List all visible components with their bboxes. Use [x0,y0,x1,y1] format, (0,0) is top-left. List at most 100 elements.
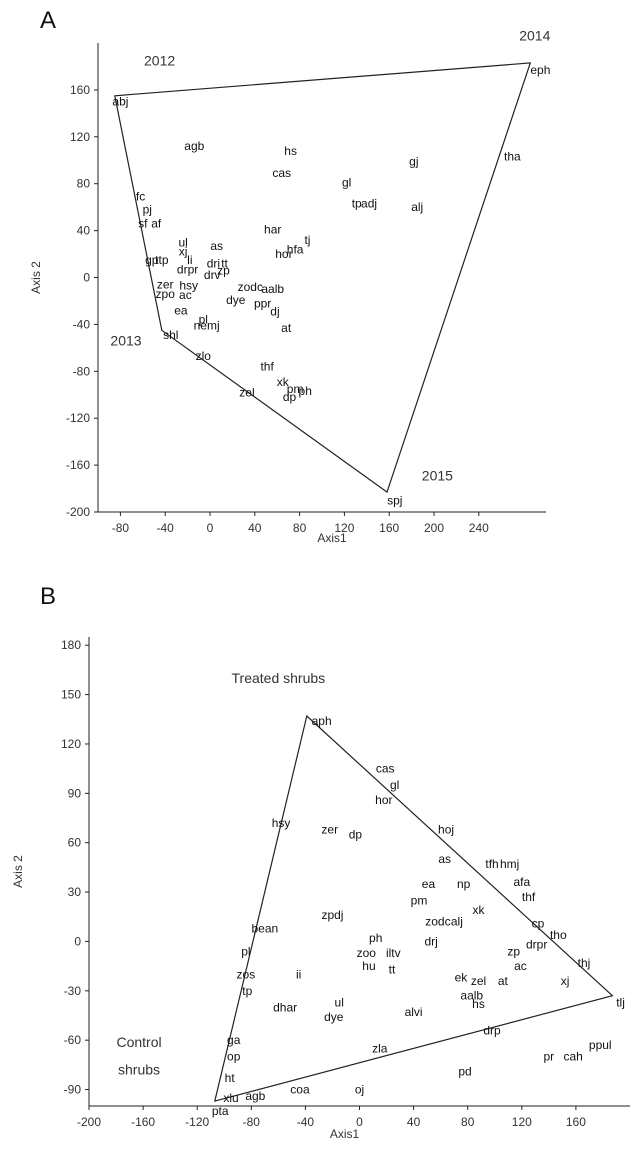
species-point-tt: tt [389,962,396,976]
x-axis-title: Axis1 [330,1127,360,1141]
species-point-thf: thf [260,360,274,374]
species-point-pl: pl [241,944,250,958]
species-point-ea: ea [174,303,188,317]
species-point-ht: ht [225,1071,236,1085]
species-point-abj: abj [112,95,128,109]
species-point-ek: ek [455,971,469,985]
species-point-hsy: hsy [272,816,291,830]
panel-b: B -200 -160 -120 -80 -40 0 40 80 120 160 -90 -60 -30… [11,583,630,1141]
species-point-hor: hor [375,793,392,807]
species-point-eph: eph [530,63,550,77]
species-point-tp: tp [242,984,252,998]
species-point-at: at [498,974,509,988]
x-axis-title: Axis1 [317,531,347,545]
panel-b-letter: B [40,583,56,610]
species-point-ttp: ttp [155,253,169,267]
species-point-spj: spj [387,493,402,507]
x-tick-label: -80 [243,1115,261,1129]
species-point-op: op [227,1050,241,1064]
y-tick-label: 0 [83,271,90,285]
x-tick-label: -120 [185,1115,209,1129]
species-point-cas: cas [376,762,395,776]
species-point-alvi: alvi [405,1005,423,1019]
panel-a-letter: A [40,7,56,34]
species-point-zpo: zpo [156,287,176,301]
species-point-zoo: zoo [357,946,377,960]
species-point-pd: pd [458,1064,471,1078]
x-tick-label: 160 [379,521,399,535]
species-point-xj: xj [179,245,188,259]
species-point-ul: ul [335,995,344,1009]
group-label: 2015 [422,467,453,483]
species-point-alj: alj [451,915,463,929]
species-point-dri: dri [207,256,220,270]
species-point-as: as [210,239,223,253]
species-point-tj: tj [304,233,310,247]
y-tick-label: 80 [77,177,91,191]
y-tick-label: -60 [64,1033,82,1047]
species-point-nemj: nemj [194,319,220,333]
species-point-hsy: hsy [179,279,198,293]
species-point-xk: xk [277,375,290,389]
species-point-drv: drv [204,268,221,282]
species-point-tha: tha [504,150,521,164]
panel-b-plot: -200 -160 -120 -80 -40 0 40 80 120 160 -90 -60 -30 0 3… [11,637,630,1141]
species-point-aalb: aalb [460,989,483,1003]
y-tick-label: 150 [61,688,81,702]
y-tick-label: -80 [73,364,91,378]
species-point-ph: ph [369,931,382,945]
x-tick-label: 40 [248,521,262,535]
group-hull [114,62,532,494]
group-label: Control [116,1034,161,1050]
y-tick-label: 120 [61,737,81,751]
species-point-hmj: hmj [500,857,519,871]
species-point-drp: drp [483,1023,501,1037]
group-label: shrubs [118,1062,160,1078]
species-point-thf: thf [522,890,536,904]
species-point-hoj: hoj [438,823,454,837]
species-point-alj: alj [411,200,423,214]
species-point-ii: ii [296,967,301,981]
y-tick-label: 120 [70,130,90,144]
species-point-zla: zla [372,1041,388,1055]
species-point-aph: aph [312,714,332,728]
species-point-afa: afa [513,875,530,889]
y-tick-label: 30 [68,885,82,899]
species-point-zp: zp [217,263,230,277]
y-tick-label: -160 [66,458,90,472]
x-tick-label: -200 [77,1115,101,1129]
species-point-cah: cah [564,1050,583,1064]
species-point-zpdj: zpdj [321,908,343,922]
y-tick-label: -90 [64,1083,82,1097]
x-tick-label: 80 [461,1115,475,1129]
x-tick-label: 160 [566,1115,586,1129]
y-tick-label: 180 [61,638,81,652]
y-tick-label: 90 [68,786,82,800]
x-tick-label: 80 [293,521,307,535]
species-point-zer: zer [157,278,174,292]
group-label: 2014 [519,28,550,44]
x-tick-label: 120 [334,521,354,535]
species-point-ac: ac [514,959,527,973]
y-tick-label: 160 [70,83,90,97]
species-point-pl: pl [199,313,208,327]
x-tick-label: -80 [112,521,130,535]
species-point-tt: tt [221,256,228,270]
species-point-drpr: drpr [177,262,198,276]
species-point-cp: cp [532,916,545,930]
x-tick-label: -40 [157,521,175,535]
species-point-adj: adj [361,197,377,211]
species-point-ea: ea [422,877,436,891]
species-point-fc: fc [136,190,145,204]
species-point-agb: agb [245,1089,265,1103]
x-tick-label: -40 [297,1115,315,1129]
species-point-zos: zos [237,967,256,981]
species-point-dye: dye [324,1010,344,1024]
x-tick-label: 120 [512,1115,532,1129]
species-point-zel: zel [239,385,254,399]
species-point-dye: dye [226,293,246,307]
species-point-dj: dj [270,305,279,319]
species-point-pr: pr [544,1050,555,1064]
species-point-hu: hu [362,959,375,973]
species-point-gl: gl [342,176,351,190]
